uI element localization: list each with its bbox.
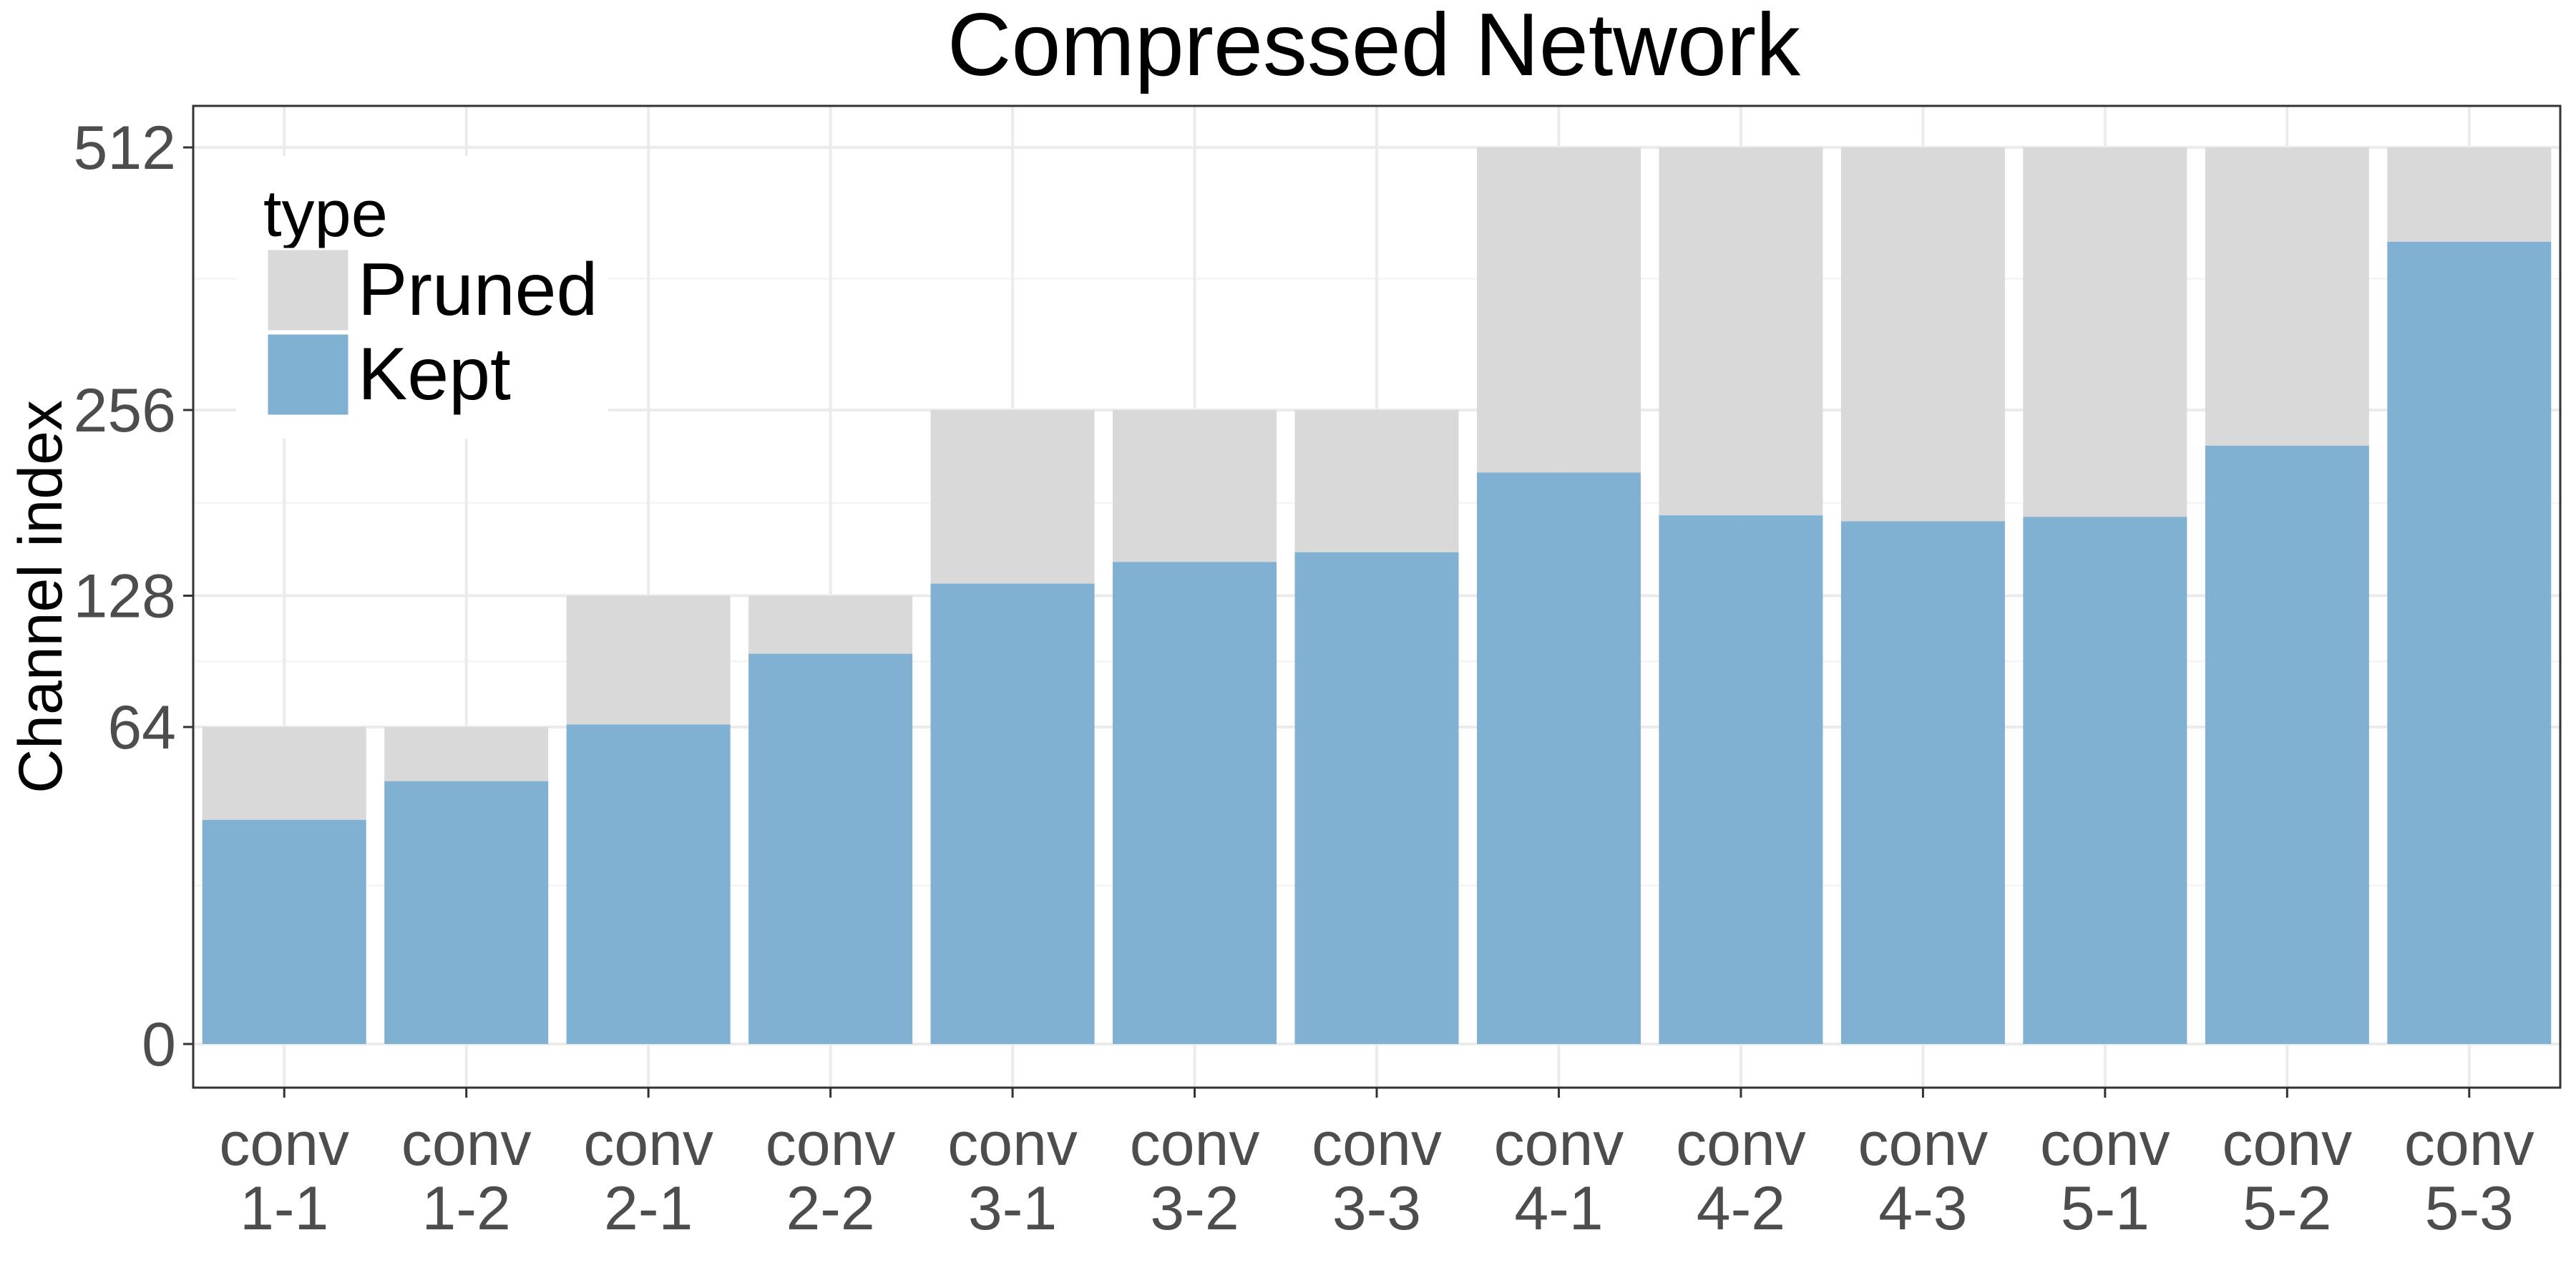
bar-pruned — [1113, 409, 1277, 562]
x-tick-label: conv — [1130, 1110, 1260, 1179]
legend-title: type — [263, 177, 388, 250]
x-tick-label: conv — [947, 1110, 1078, 1179]
bar-pruned — [930, 409, 1095, 584]
bar-pruned — [748, 595, 913, 654]
x-tick-label: conv — [1676, 1110, 1806, 1179]
bar-kept — [566, 724, 731, 1044]
bar-pruned — [202, 726, 366, 820]
y-tick-label: 128 — [74, 562, 177, 631]
x-tick-label: conv — [2404, 1110, 2534, 1179]
bar-kept — [930, 583, 1095, 1044]
bars — [202, 147, 2552, 1045]
bar-kept — [1476, 472, 1641, 1044]
x-tick-label: conv — [2222, 1110, 2352, 1179]
x-tick-label: conv — [219, 1110, 349, 1179]
x-tick-label: conv — [1858, 1110, 1989, 1179]
x-tick-label: 5-1 — [2061, 1174, 2150, 1243]
x-tick-label: conv — [1494, 1110, 1624, 1179]
x-tick-label: conv — [2040, 1110, 2170, 1179]
bar-kept — [748, 653, 913, 1044]
bar-kept — [202, 819, 366, 1044]
y-tick-label: 0 — [142, 1010, 176, 1079]
bar-pruned — [1840, 147, 2005, 522]
bar-pruned — [2205, 147, 2369, 446]
legend-label-pruned: Pruned — [358, 248, 597, 331]
bar-pruned — [566, 595, 731, 725]
bar-kept — [2205, 445, 2369, 1044]
x-tick-label: conv — [766, 1110, 896, 1179]
x-tick-label: 1-2 — [422, 1174, 511, 1243]
x-axis: conv1-1conv1-2conv2-1conv2-2conv3-1conv3… — [219, 1088, 2534, 1243]
bar-kept — [384, 781, 549, 1044]
y-axis-label: Channel index — [6, 400, 75, 794]
bar-pruned — [1476, 147, 1641, 473]
x-tick-label: 1-1 — [240, 1174, 328, 1243]
bar-kept — [2387, 241, 2552, 1045]
x-tick-label: 2-1 — [604, 1174, 693, 1243]
x-tick-label: 4-2 — [1697, 1174, 1785, 1243]
bar-kept — [1294, 552, 1459, 1044]
chart-title: Compressed Network — [947, 0, 1801, 94]
x-tick-label: conv — [583, 1110, 713, 1179]
x-tick-label: 3-1 — [968, 1174, 1057, 1243]
x-tick-label: 5-3 — [2425, 1174, 2514, 1243]
x-tick-label: 4-1 — [1514, 1174, 1603, 1243]
x-tick-label: 3-2 — [1150, 1174, 1239, 1243]
y-tick-label: 64 — [107, 693, 176, 762]
bar-pruned — [1659, 147, 1823, 516]
bar-kept — [2023, 517, 2187, 1044]
bar-pruned — [2023, 147, 2187, 517]
x-tick-label: conv — [1312, 1110, 1442, 1179]
y-axis: 0 64 128 256 512 — [74, 114, 193, 1079]
y-tick-label: 256 — [74, 376, 177, 445]
bar-kept — [1840, 521, 2005, 1044]
x-tick-label: 5-2 — [2243, 1174, 2331, 1243]
bar-pruned — [2387, 147, 2552, 242]
bar-kept — [1659, 515, 1823, 1044]
bar-kept — [1113, 562, 1277, 1044]
bar-pruned — [1294, 409, 1459, 552]
legend-key-kept — [265, 332, 351, 417]
legend-label-kept: Kept — [358, 333, 511, 416]
legend-key-pruned — [265, 248, 351, 333]
bar-pruned — [384, 726, 549, 781]
x-tick-label: 2-2 — [786, 1174, 874, 1243]
y-tick-label: 512 — [74, 114, 177, 182]
x-tick-label: 3-3 — [1332, 1174, 1421, 1243]
x-tick-label: conv — [401, 1110, 532, 1179]
x-tick-label: 4-3 — [1878, 1174, 1967, 1243]
